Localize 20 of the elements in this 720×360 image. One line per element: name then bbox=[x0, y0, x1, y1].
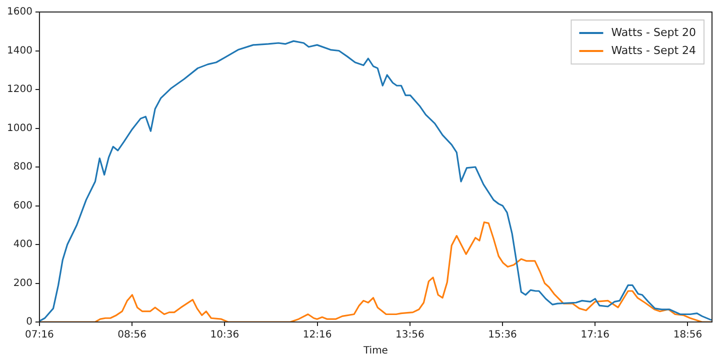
y-tick-label: 600 bbox=[13, 200, 32, 212]
y-tick-label: 0 bbox=[26, 316, 32, 328]
x-tick-label: 13:56 bbox=[395, 330, 424, 341]
x-tick-label: 10:36 bbox=[210, 330, 240, 341]
y-tick-label: 200 bbox=[13, 278, 32, 289]
y-tick-label: 400 bbox=[13, 239, 32, 250]
y-tick-label: 800 bbox=[13, 162, 32, 173]
x-axis-title: Time bbox=[362, 346, 388, 357]
x-tick-label: 15:36 bbox=[488, 330, 517, 341]
y-tick-label: 1200 bbox=[6, 84, 32, 96]
legend-label: Watts - Sept 20 bbox=[611, 26, 696, 39]
y-tick-label: 1600 bbox=[6, 6, 32, 18]
y-tick-label: 1000 bbox=[6, 122, 32, 134]
legend-label: Watts - Sept 24 bbox=[611, 44, 696, 57]
x-tick-label: 08:56 bbox=[118, 330, 146, 341]
x-tick-label: 12:16 bbox=[302, 330, 332, 341]
x-tick-label: 17:16 bbox=[580, 330, 610, 341]
x-tick-label: 18:56 bbox=[673, 330, 702, 341]
x-tick-label: 07:16 bbox=[25, 330, 54, 341]
y-tick-label: 1400 bbox=[6, 45, 32, 56]
